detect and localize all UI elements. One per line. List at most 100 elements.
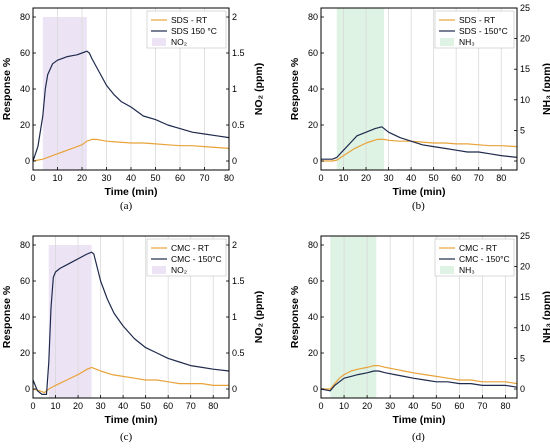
legend-swatch-band (152, 266, 166, 274)
x-tick-label: 0 (318, 401, 323, 411)
x-tick-label: 80 (208, 401, 218, 411)
y-tick-label: 20 (308, 348, 318, 358)
x-tick-label: 50 (431, 401, 441, 411)
x-tick-label: 10 (52, 173, 62, 183)
y-axis-label: Response % (1, 285, 13, 348)
x-tick-label: 60 (175, 173, 185, 183)
series-line-1 (320, 370, 518, 392)
x-axis-label: Time (min) (105, 186, 158, 198)
y2-tick-label: 0 (520, 156, 525, 166)
y2-tick-label: 10 (520, 323, 530, 333)
y2-axis-label: NO₂ (ppm) (253, 63, 265, 116)
y-tick-label: 80 (308, 240, 318, 250)
legend-label: CMC - RT (459, 243, 497, 253)
legend-label: SDS 150 °C (171, 26, 217, 36)
gas-exposure-band (330, 236, 377, 398)
y2-tick-label: 0.5 (232, 348, 245, 358)
series-line-1 (321, 126, 518, 160)
y-tick-label: 80 (308, 12, 318, 22)
legend-swatch-band (440, 266, 454, 274)
x-tick-label: 40 (408, 401, 418, 411)
y-axis-label: Response % (1, 57, 13, 120)
y2-tick-label: 2 (232, 12, 237, 22)
x-tick-label: 0 (318, 173, 323, 183)
y2-tick-label: 1.5 (232, 276, 245, 286)
y2-tick-label: 0 (232, 384, 237, 394)
y-tick-label: 60 (308, 48, 318, 58)
series-line-1 (32, 251, 230, 395)
series-line-0 (321, 365, 518, 390)
x-tick-label: 60 (451, 173, 461, 183)
x-tick-label: 40 (118, 401, 128, 411)
y-tick-label: 0 (313, 156, 318, 166)
y-tick-label: 40 (20, 84, 30, 94)
legend-label: CMC - 150°C (171, 254, 222, 264)
gas-exposure-band (336, 8, 385, 170)
x-tick-label: 20 (362, 401, 372, 411)
y2-axis-label: NO₂ (ppm) (253, 291, 265, 344)
legend-label: NO₂ (171, 37, 187, 47)
y-tick-label: 60 (308, 276, 318, 286)
x-tick-label: 40 (406, 173, 416, 183)
y-axis-label: Response % (289, 57, 301, 120)
series-line-0 (32, 366, 229, 394)
x-tick-label: 40 (126, 173, 136, 183)
y-tick-label: 40 (308, 84, 318, 94)
legend-label: NH₃ (459, 265, 475, 275)
x-axis-label: Time (min) (105, 414, 158, 426)
y-tick-label: 20 (20, 348, 30, 358)
x-tick-label: 70 (199, 173, 209, 183)
y2-tick-label: 5 (520, 125, 525, 135)
y2-tick-label: 25 (520, 3, 530, 13)
x-tick-label: 10 (339, 401, 349, 411)
y2-tick-label: 15 (520, 292, 530, 302)
legend-label: NO₂ (171, 265, 187, 275)
x-tick-label: 80 (500, 401, 510, 411)
y2-tick-label: 2 (232, 240, 237, 250)
chart-panel-1: 0 10 20 30 40 50 60 70 80 0 20 40 60 80 0 5 10 15 20 25 Time… (289, 3, 550, 198)
x-tick-label: 20 (77, 173, 87, 183)
legend-label: SDS - 150°C (459, 26, 508, 36)
x-axis-label: Time (min) (393, 414, 446, 426)
legend-label: SDS - RT (459, 15, 495, 25)
legend-label: CMC - RT (171, 243, 209, 253)
x-tick-label: 80 (496, 173, 506, 183)
x-tick-label: 0 (30, 173, 35, 183)
y-tick-label: 40 (308, 312, 318, 322)
series-line-0 (32, 138, 230, 162)
legend-label: SDS - RT (171, 15, 207, 25)
y-tick-label: 20 (308, 120, 318, 130)
y-tick-label: 60 (20, 276, 30, 286)
y2-tick-label: 0.5 (232, 120, 245, 130)
y2-tick-label: 15 (520, 64, 530, 74)
x-axis-label: Time (min) (393, 186, 446, 198)
x-tick-label: 60 (454, 401, 464, 411)
y2-tick-label: 0 (520, 384, 525, 394)
y2-tick-label: 20 (520, 34, 530, 44)
y2-axis-label: NH₃ (ppm) (541, 291, 550, 343)
x-tick-label: 50 (150, 173, 160, 183)
x-tick-label: 10 (339, 173, 349, 183)
y-axis-label: Response % (289, 285, 301, 348)
y2-tick-label: 20 (520, 262, 530, 272)
legend-label: NH₃ (459, 37, 475, 47)
y2-tick-label: 0 (232, 156, 237, 166)
x-tick-label: 60 (163, 401, 173, 411)
x-tick-label: 70 (186, 401, 196, 411)
y2-tick-label: 10 (520, 95, 530, 105)
x-tick-label: 10 (51, 401, 61, 411)
gas-exposure-band (42, 17, 87, 170)
legend-swatch-band (152, 38, 166, 46)
y2-tick-label: 25 (520, 231, 530, 241)
panel-label: (b) (412, 200, 425, 212)
y-tick-label: 80 (20, 240, 30, 250)
panel-label: (c) (120, 431, 133, 443)
series-line-1 (32, 50, 230, 162)
y-tick-label: 20 (20, 120, 30, 130)
x-tick-label: 30 (96, 401, 106, 411)
y2-tick-label: 5 (520, 353, 525, 363)
y2-tick-label: 1 (232, 84, 237, 94)
y-tick-label: 0 (25, 384, 30, 394)
y-tick-label: 40 (20, 312, 30, 322)
